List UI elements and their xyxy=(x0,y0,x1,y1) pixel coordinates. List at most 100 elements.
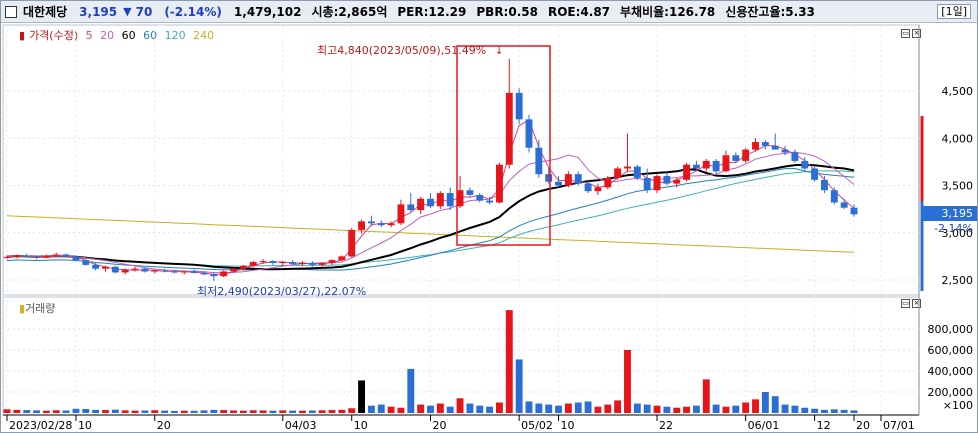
candle-body xyxy=(82,260,90,265)
candle-body xyxy=(505,92,513,165)
candle-body xyxy=(633,166,641,178)
candle-body xyxy=(702,160,710,169)
candle-body xyxy=(456,190,464,207)
candle-body xyxy=(239,265,247,269)
volume-bar xyxy=(417,404,425,413)
volume-bar xyxy=(732,405,740,413)
candle-body xyxy=(555,181,562,186)
volume-bar xyxy=(269,410,277,413)
candle-body xyxy=(348,229,356,257)
highlight-box xyxy=(456,45,551,246)
candle-body xyxy=(299,262,306,264)
price-tick-label: 3,500 xyxy=(942,180,974,193)
volume-bar xyxy=(249,410,257,413)
price-change: 70 xyxy=(135,4,153,19)
candle-body xyxy=(653,176,661,191)
volume-bar xyxy=(771,396,779,413)
ma120-legend[interactable]: 120 xyxy=(164,29,186,42)
low-annotation: 최저2,490(2023/03/27),22.07% xyxy=(197,285,366,298)
candle-body xyxy=(564,174,572,186)
volume-bar xyxy=(121,410,129,413)
candle-body xyxy=(102,266,109,269)
candle-body xyxy=(722,155,730,172)
candle-body xyxy=(692,164,700,169)
ma60-legend[interactable]: 60 xyxy=(121,29,136,42)
candle-body xyxy=(170,271,178,273)
candle-body xyxy=(436,193,444,207)
date-tick-label: 10 xyxy=(561,419,575,432)
candle-body xyxy=(62,254,70,257)
volume-bar xyxy=(525,401,533,413)
volume-bar xyxy=(801,407,809,413)
volume-bar xyxy=(555,405,562,413)
volume-bar xyxy=(161,410,169,413)
volume-bar xyxy=(653,405,661,413)
candle-body xyxy=(269,261,277,263)
volume-bar xyxy=(387,406,395,413)
date-tick-label: 04/03 xyxy=(285,419,317,432)
volume-bar xyxy=(23,410,31,413)
volume-tick-label: 800,000 xyxy=(928,323,974,336)
stock-name[interactable]: 대한제당 xyxy=(23,5,68,19)
close-volume-pane-icon[interactable]: × xyxy=(912,299,921,308)
volume-bar xyxy=(397,407,405,413)
candle-body xyxy=(811,168,819,180)
candle-body xyxy=(328,260,336,263)
volume-legend-marker: ▮ xyxy=(19,302,26,315)
volume-bar xyxy=(633,403,641,413)
candle-body xyxy=(781,149,789,153)
volume-bar xyxy=(505,310,513,413)
ma240-legend[interactable]: 240 xyxy=(193,29,215,42)
volume-bar xyxy=(791,405,799,413)
volume-bar xyxy=(348,408,356,413)
ma60b-legend[interactable]: 60 xyxy=(143,29,158,42)
volume-bar xyxy=(761,392,769,413)
price-tick-label: 2,500 xyxy=(942,274,974,287)
period-selector[interactable]: [1일] xyxy=(937,4,971,19)
candle-body xyxy=(13,255,21,257)
candle-body xyxy=(180,271,188,273)
volume-bar xyxy=(584,401,592,413)
candle-body xyxy=(604,177,612,188)
price-tick-label: 4,500 xyxy=(942,85,974,98)
select-checkbox[interactable] xyxy=(5,5,17,18)
volume-bar xyxy=(545,404,553,413)
volume-bar xyxy=(683,406,691,413)
candle-body xyxy=(466,190,474,195)
current-price: 3,195 xyxy=(79,4,118,19)
candle-body xyxy=(72,256,80,261)
volume-bar xyxy=(692,405,700,413)
candle-body xyxy=(545,174,553,182)
volume-bar xyxy=(486,406,494,413)
volume-bar xyxy=(111,409,119,413)
volume-bar xyxy=(358,380,366,413)
volume-bar xyxy=(3,409,11,413)
candle-body xyxy=(397,204,405,224)
candle-body xyxy=(151,270,159,272)
volume-bar xyxy=(456,398,464,413)
volume-bar xyxy=(624,350,631,413)
volume-bar xyxy=(722,406,730,413)
price-pane-frame xyxy=(2,24,920,296)
minimize-pane-icon[interactable]: ▭ xyxy=(901,29,910,38)
date-tick-label: 06/01 xyxy=(748,419,780,432)
candle-body xyxy=(52,254,60,256)
close-pane-icon[interactable]: × xyxy=(912,29,921,38)
volume-bar xyxy=(279,410,287,413)
volume-bar xyxy=(367,405,375,413)
volume-bar xyxy=(850,410,858,413)
volume-legend-label[interactable]: 거래량 xyxy=(25,302,56,315)
ma20-legend[interactable]: 20 xyxy=(100,29,115,42)
pbr-value: PBR:0.58 xyxy=(476,4,538,19)
volume-bar xyxy=(33,410,40,413)
ma5-legend[interactable]: 5 xyxy=(85,29,93,42)
volume-bar xyxy=(446,406,454,413)
candle-body xyxy=(791,152,799,161)
date-tick-label: 2023/02/28 xyxy=(9,419,72,432)
date-tick-label: 07/01 xyxy=(883,419,915,432)
volume-legend: ▮거래량 xyxy=(19,300,55,316)
minimize-volume-pane-icon[interactable]: ▭ xyxy=(901,299,910,308)
price-legend-label[interactable]: 가격(수정) xyxy=(29,29,79,42)
candle-body xyxy=(771,145,779,150)
